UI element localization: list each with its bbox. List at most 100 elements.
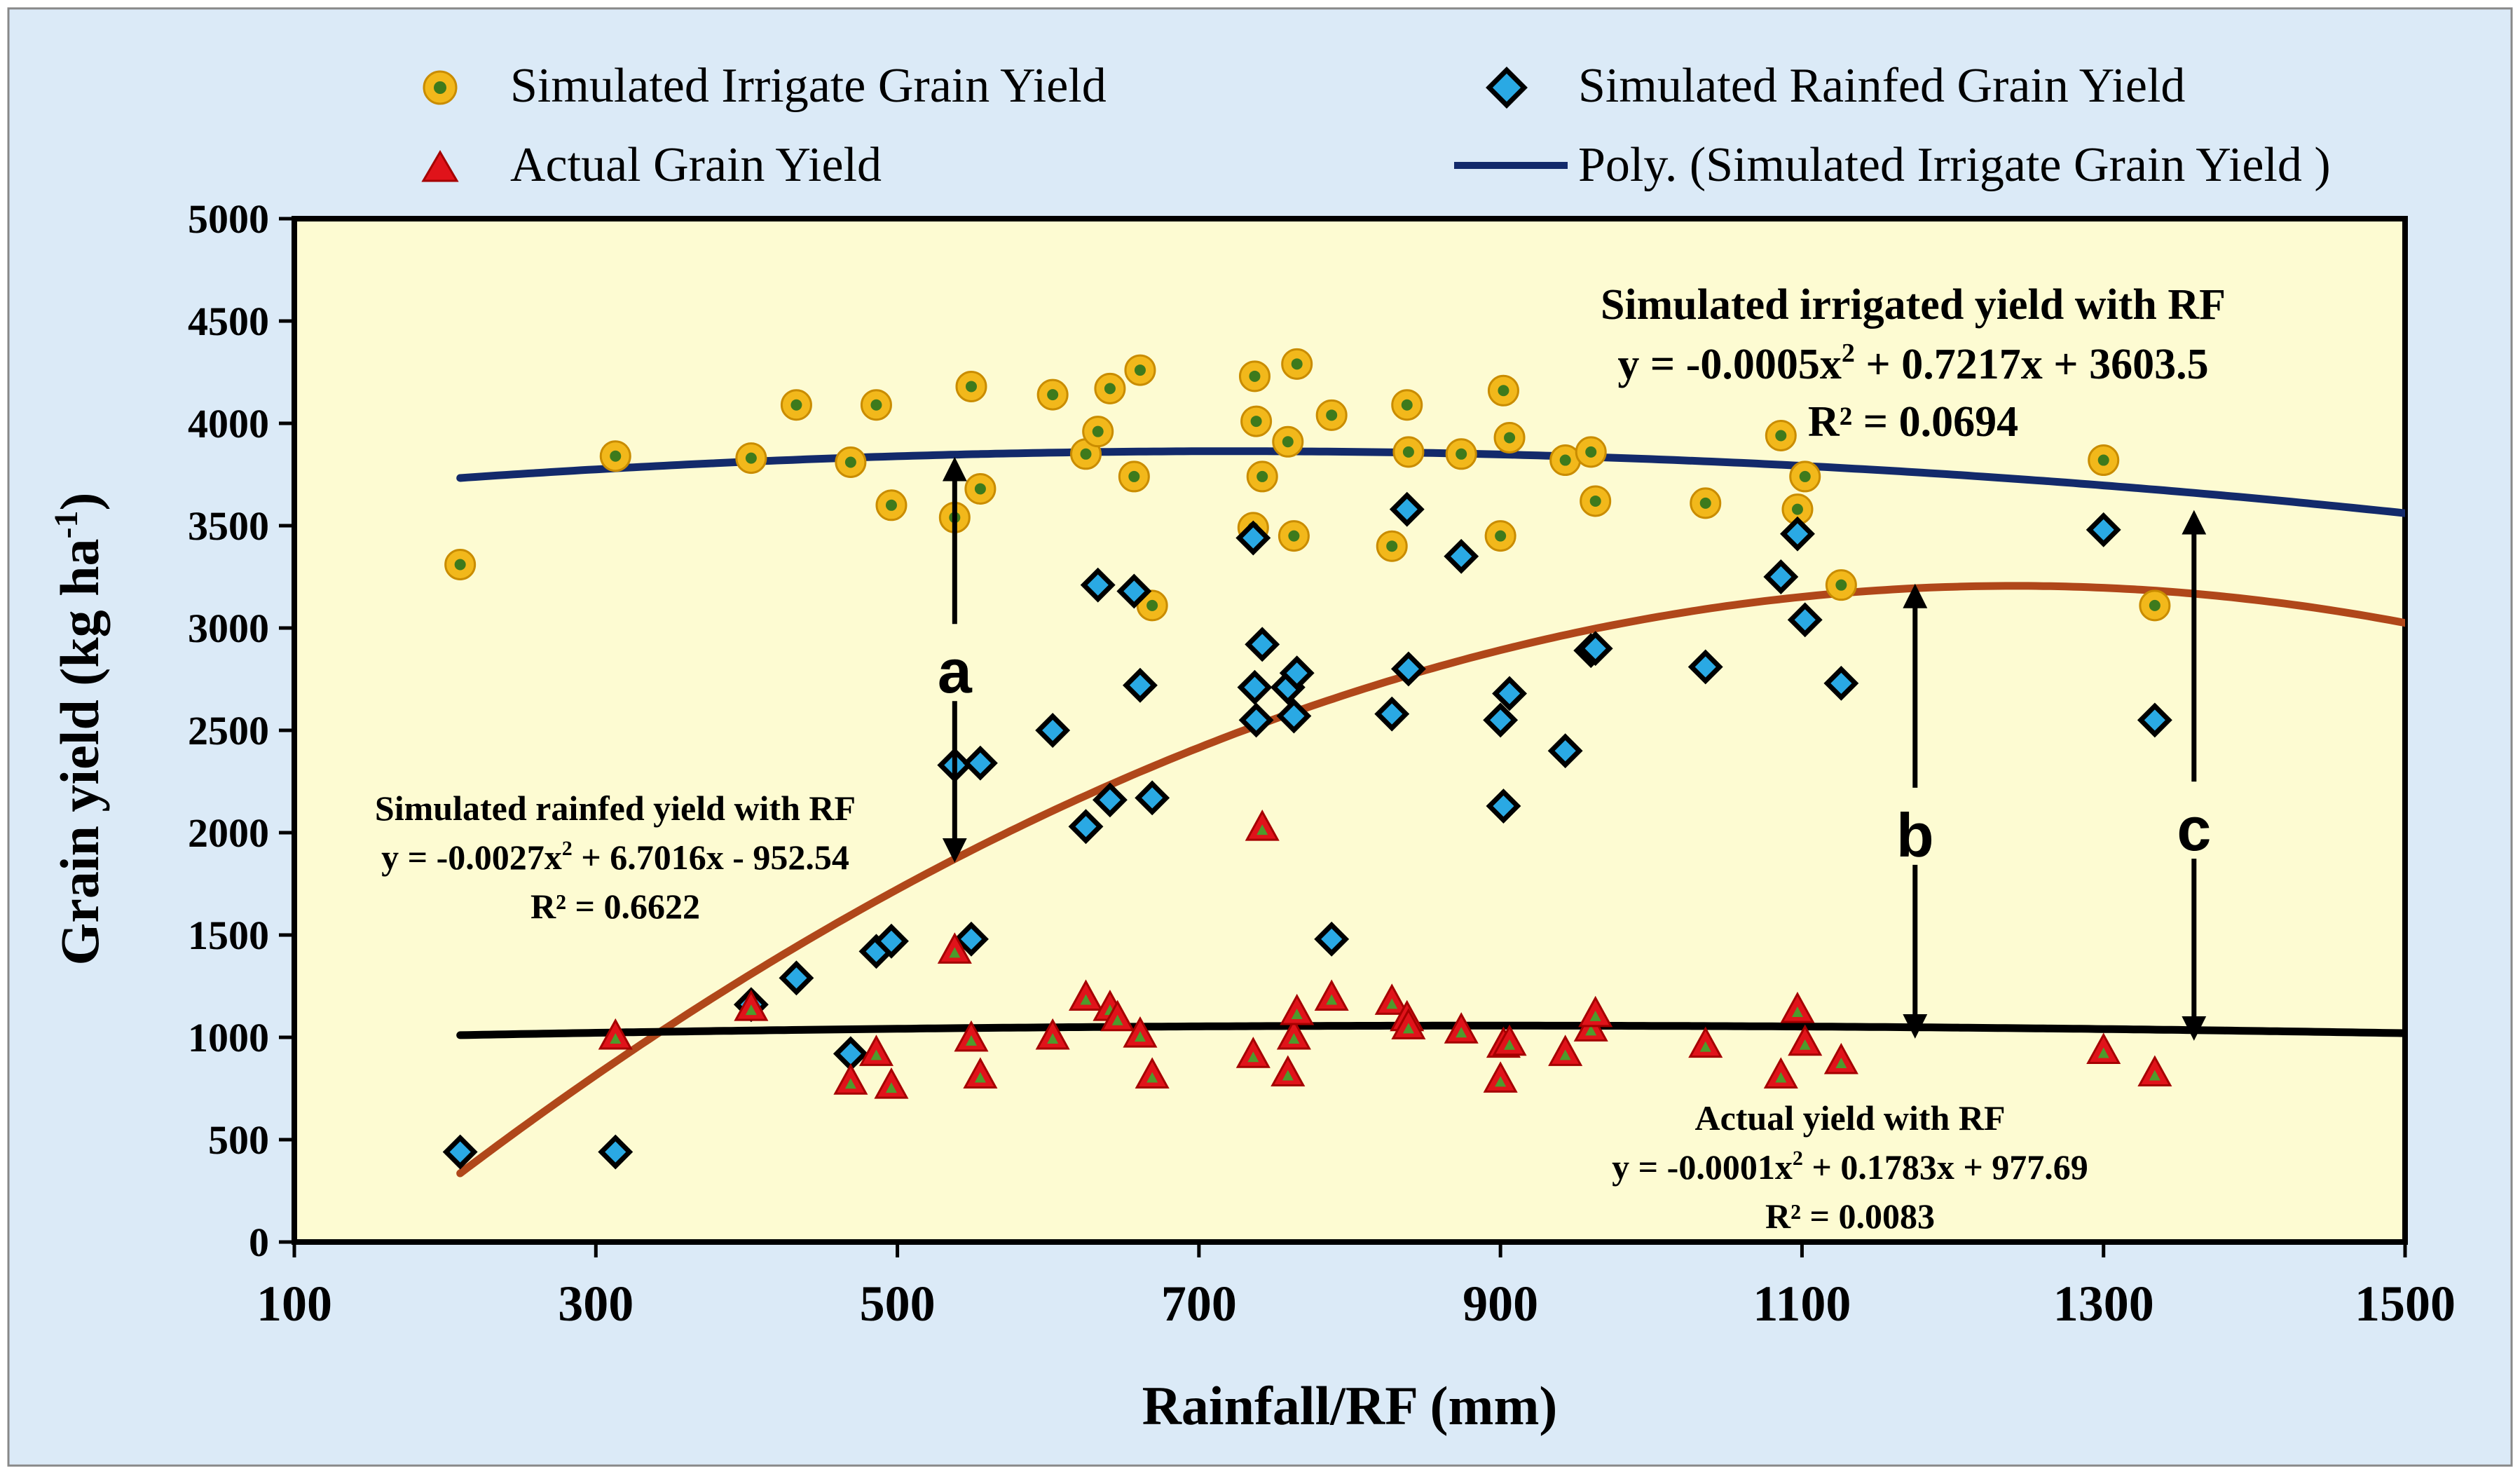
rainfed-point: [1092, 782, 1128, 818]
irrigated-point: [1278, 520, 1310, 552]
rainfed-point: [1314, 921, 1350, 957]
y-tick-label: 1500: [188, 913, 269, 958]
actual-point: [1823, 1042, 1858, 1074]
irrigated-point: [1246, 460, 1278, 493]
rainfed-point: [1577, 631, 1613, 667]
annotation-irrigated-equation: y = -0.0005x2 + 0.7217x + 3603.5: [1617, 339, 2208, 388]
rainfed-point: [1687, 649, 1723, 685]
actual-point: [1688, 1026, 1723, 1058]
irrigated-points: [444, 348, 2171, 622]
y-axis-title: Grain yield (kg ha-1): [48, 493, 110, 966]
gap-arrows: a b c: [938, 456, 2211, 1041]
actual-point: [1492, 1024, 1527, 1056]
actual-point: [954, 1020, 989, 1052]
rainfed-point: [2086, 512, 2121, 547]
rainfed-point: [1390, 651, 1426, 687]
rainfed-point: [2137, 702, 2172, 738]
legend-label-irrigated: Simulated Irrigate Grain Yield: [510, 59, 1107, 113]
annotation-actual: Actual yield with RF y = -0.0001x2 + 0.1…: [1612, 1098, 2088, 1236]
annotation-irrigated-title: Simulated irrigated yield with RF: [1601, 281, 2226, 329]
irrigated-point: [1825, 569, 1857, 601]
irrigated-point: [1070, 438, 1102, 470]
actual-point: [833, 1063, 868, 1095]
rainfed-point: [1123, 667, 1158, 703]
irrigated-point: [964, 472, 997, 505]
legend-item-rainfed: Simulated Rainfed Grain Yield: [1486, 59, 2185, 113]
irrigated-point: [1238, 360, 1271, 393]
legend-item-actual: Actual Grain Yield: [421, 138, 882, 192]
irrigated-point: [835, 446, 867, 478]
rainfed-point: [954, 921, 989, 957]
rainfed-point: [1068, 809, 1104, 845]
actual-point: [1763, 1057, 1798, 1089]
legend-label-poly: Poly. (Simulated Irrigate Grain Yield ): [1578, 138, 2331, 192]
rainfed-point: [1237, 669, 1273, 705]
gap-arrow-b: b: [1896, 583, 1934, 1039]
irrigated-point: [1580, 485, 1612, 517]
actual-point: [1068, 979, 1104, 1011]
annotation-irrigated-r2: R² = 0.0694: [1808, 398, 2018, 446]
actual-point: [1483, 1061, 1518, 1093]
actual-point: [1444, 1012, 1479, 1044]
legend-diamond-marker: [1486, 67, 1528, 109]
irrigated-point: [2139, 589, 2171, 622]
legend: Simulated Irrigate Grain Yield Simulated…: [421, 59, 2331, 192]
y-tick-label: 4000: [188, 401, 269, 446]
irrigated-point: [1240, 405, 1273, 437]
rainfed-point: [1444, 538, 1479, 574]
rainfed-point: [874, 923, 909, 959]
irrigated-point: [1281, 348, 1313, 380]
rainfed-point: [1486, 789, 1521, 824]
rainfed-point: [1276, 698, 1312, 734]
rainfed-point: [1035, 713, 1071, 748]
rainfed-point: [1135, 780, 1170, 816]
actual-point: [874, 1067, 909, 1099]
irrigated-point: [1493, 421, 1526, 453]
x-tick-label: 300: [558, 1276, 634, 1332]
actual-point: [1314, 979, 1349, 1011]
irrigated-point: [780, 389, 812, 421]
actual-point: [1578, 995, 1613, 1028]
actual-point: [1374, 983, 1409, 1015]
rainfed-point: [1389, 491, 1425, 527]
annotation-rainfed-title: Simulated rainfed yield with RF: [375, 789, 856, 828]
actual-point: [963, 1057, 998, 1089]
legend-label-actual: Actual Grain Yield: [510, 138, 882, 192]
legend-item-irrigated: Simulated Irrigate Grain Yield: [423, 59, 1107, 113]
gap-arrow-label: c: [2177, 794, 2211, 864]
actual-point: [1548, 1035, 1583, 1066]
legend-label-rainfed: Simulated Rainfed Grain Yield: [1578, 59, 2185, 113]
irrigated-point: [1124, 354, 1156, 386]
rainfed-point: [1547, 733, 1583, 769]
rainfed-point: [1787, 602, 1823, 638]
actual-point: [1245, 810, 1280, 841]
x-tick-label: 1500: [2355, 1276, 2456, 1332]
irrigated-point: [1575, 436, 1607, 468]
actual-point: [858, 1035, 893, 1066]
gap-arrow-a: a: [938, 456, 973, 863]
actual-point: [1035, 1018, 1070, 1050]
rainfed-point: [442, 1134, 478, 1170]
y-tick-label: 500: [208, 1117, 269, 1163]
gap-arrow-label: a: [938, 636, 973, 706]
irrigated-point: [1315, 399, 1348, 431]
irrigated-trendline: [456, 447, 2405, 517]
y-tick-label: 5000: [188, 196, 269, 242]
irrigated-point: [1789, 460, 1821, 493]
legend-item-poly: Poly. (Simulated Irrigate Grain Yield ): [1454, 138, 2331, 192]
rainfed-point: [598, 1134, 634, 1170]
irrigated-point: [1118, 460, 1150, 493]
rainfed-point: [1279, 655, 1315, 691]
rainfed-trendline: [456, 582, 2405, 1178]
rainfed-point: [962, 745, 998, 781]
rainfed-point: [1080, 567, 1116, 603]
actual-point: [2137, 1055, 2172, 1087]
rainfed-point: [1823, 665, 1859, 701]
y-tick-label: 1000: [188, 1015, 269, 1060]
irrigated-point: [1484, 520, 1516, 552]
x-tick-label: 100: [256, 1276, 332, 1332]
y-tick-label: 3500: [188, 503, 269, 549]
gap-arrow-label: b: [1896, 800, 1934, 870]
irrigated-point: [875, 489, 908, 521]
